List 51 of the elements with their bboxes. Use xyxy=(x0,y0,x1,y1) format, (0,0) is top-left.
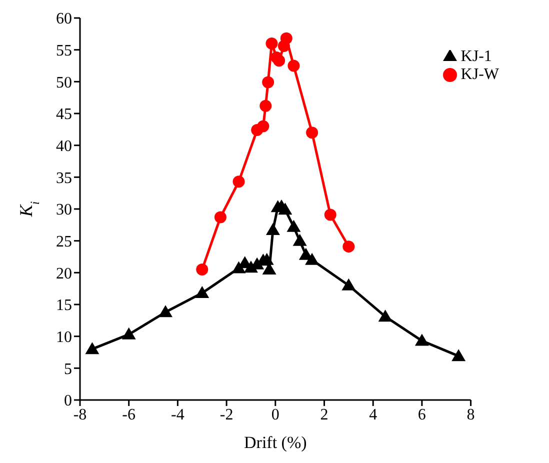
point xyxy=(232,176,245,188)
legend-label: KJ-1 xyxy=(460,48,492,65)
point xyxy=(214,211,226,224)
x-tick-label: -8 xyxy=(73,406,87,424)
y-tick-label: 50 xyxy=(56,74,72,92)
point xyxy=(278,202,292,215)
x-tick-label: 8 xyxy=(466,406,475,424)
point xyxy=(292,234,307,246)
y-tick-label: 0 xyxy=(64,392,72,410)
y-tick-label: 30 xyxy=(56,202,72,219)
y-tick-label: 10 xyxy=(56,329,72,346)
legend-label: KJ-W xyxy=(460,66,499,83)
y-tick-label: 20 xyxy=(56,265,72,282)
point xyxy=(414,334,429,346)
point xyxy=(195,286,210,298)
point xyxy=(305,252,320,265)
x-tick-label: -4 xyxy=(171,406,184,424)
y-tick-label: 45 xyxy=(56,106,72,124)
x-tick-label: 6 xyxy=(418,406,426,424)
x-tick-label: 2 xyxy=(320,406,328,424)
point xyxy=(158,305,172,318)
point xyxy=(122,327,136,340)
point xyxy=(196,263,208,276)
y-tick-label: 15 xyxy=(56,297,72,314)
point xyxy=(452,349,466,362)
y-tick-label: 5 xyxy=(64,360,72,378)
point xyxy=(260,100,272,112)
point xyxy=(280,32,292,44)
point xyxy=(286,220,301,232)
point xyxy=(266,223,280,236)
y-tick-label: 55 xyxy=(56,42,72,60)
x-tick-label: 4 xyxy=(369,406,378,424)
y-tick-label: 60 xyxy=(56,10,72,28)
x-axis-title: Drift (%) xyxy=(244,433,307,452)
x-tick-label: -2 xyxy=(220,406,234,424)
point xyxy=(306,126,318,139)
point xyxy=(324,208,336,221)
point xyxy=(288,60,300,72)
point xyxy=(342,278,356,290)
point xyxy=(262,76,274,88)
x-tick-label: 0 xyxy=(271,406,280,424)
point xyxy=(342,240,355,253)
point xyxy=(378,310,392,322)
point xyxy=(85,342,100,354)
point xyxy=(273,54,286,67)
x-tick-label: -6 xyxy=(122,406,136,424)
y-tick-label: 35 xyxy=(56,170,72,187)
y-tick-label: 40 xyxy=(56,138,72,156)
point xyxy=(266,37,278,50)
y-tick-label: 25 xyxy=(56,234,72,251)
point xyxy=(257,120,270,132)
